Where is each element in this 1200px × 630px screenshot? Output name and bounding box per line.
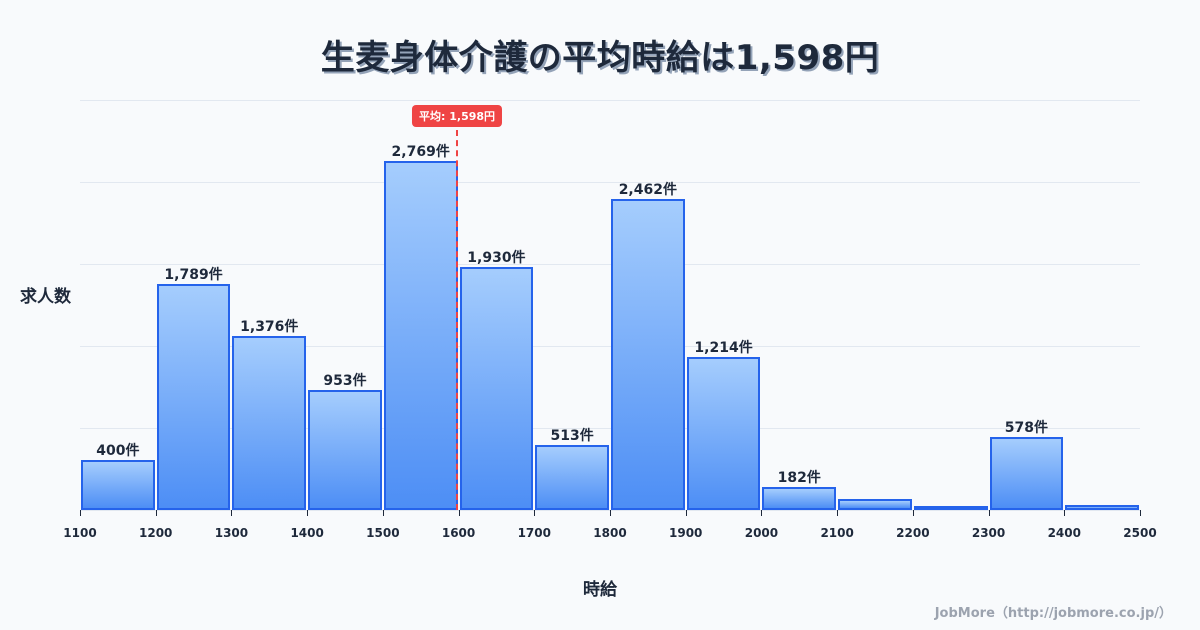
x-tick-label: 1200 xyxy=(139,526,173,540)
x-tick-label: 1500 xyxy=(366,526,400,540)
gridline xyxy=(80,346,1140,347)
gridline xyxy=(80,100,1140,101)
x-tick xyxy=(912,510,914,516)
x-axis: 1100 1200 1300 1400 1500 1600 1700 1800 1900 2000… xyxy=(63,510,1157,540)
bar-value-label: 182件 xyxy=(777,470,821,487)
bar-value-label: 2,462件 xyxy=(618,182,677,199)
chart-title: 生麦身体介護の平均時給は1,598円 xyxy=(320,38,880,78)
histogram-bar xyxy=(1065,504,1139,510)
histogram-bar xyxy=(308,389,382,510)
plot-area: 400件 1,789件 1,376件 953件 2,769件 1,930件 513件 2,46… xyxy=(80,100,1140,511)
x-tick xyxy=(80,510,81,516)
x-tick xyxy=(988,510,990,516)
x-tick-label: 1300 xyxy=(214,526,249,540)
x-tick-label: 1700 xyxy=(517,526,551,540)
x-tick xyxy=(231,510,233,516)
bar-value-label: 1,930件 xyxy=(467,249,526,266)
x-tick xyxy=(761,510,763,516)
x-tick-label: 2400 xyxy=(1047,526,1081,540)
histogram-bar xyxy=(762,487,837,510)
bar-value-label: 953件 xyxy=(323,372,367,389)
x-tick xyxy=(1064,510,1066,516)
x-tick xyxy=(534,510,536,516)
x-tick xyxy=(685,510,687,516)
gridline xyxy=(80,182,1140,183)
histogram-bar xyxy=(81,459,155,510)
histogram-bar xyxy=(611,199,685,510)
mean-line xyxy=(456,130,459,510)
x-tick xyxy=(1140,510,1141,516)
x-tick xyxy=(155,510,157,516)
histogram-bar xyxy=(459,266,534,510)
credit-text: JobMore（http://jobmore.co.jp/） xyxy=(934,606,1172,621)
mean-badge: 平均: 1,598円 xyxy=(412,105,503,127)
bar-value-label: 1,789件 xyxy=(164,267,223,284)
x-axis-label: 時給 xyxy=(583,580,617,600)
bar-value-label: 578件 xyxy=(1004,420,1049,437)
histogram-bar xyxy=(838,498,912,510)
x-tick xyxy=(307,510,309,516)
histogram-bar xyxy=(383,160,458,510)
bar-value-label: 400件 xyxy=(96,442,140,459)
x-tick-label: 1600 xyxy=(441,526,476,540)
x-tick-label: 2200 xyxy=(896,526,930,540)
histogram-bar xyxy=(913,506,988,510)
x-tick-label: 2100 xyxy=(820,526,854,540)
y-axis-label: 求人数 xyxy=(20,287,71,307)
x-tick xyxy=(837,510,839,516)
x-tick-label: 2300 xyxy=(971,526,1006,540)
x-tick-label: 1900 xyxy=(669,526,703,540)
histogram-bar xyxy=(232,336,307,510)
bar-value-label: 513件 xyxy=(550,428,594,445)
bar-value-label: 2,769件 xyxy=(391,143,450,160)
gridline xyxy=(80,264,1140,265)
x-tick xyxy=(610,510,611,516)
x-tick-label: 1400 xyxy=(290,526,324,540)
x-tick xyxy=(382,510,384,516)
gridline xyxy=(80,428,1140,429)
x-tick-label: 2500 xyxy=(1123,526,1157,540)
x-tick-label: 1800 xyxy=(593,526,627,540)
histogram-bar xyxy=(535,445,609,510)
histogram-bar xyxy=(156,284,231,510)
x-tick-label: 2000 xyxy=(744,526,779,540)
histogram-bar xyxy=(989,437,1064,510)
bar-value-label: 1,214件 xyxy=(694,339,753,356)
histogram-bar xyxy=(686,356,761,510)
x-tick-label: 1100 xyxy=(63,526,97,540)
x-tick xyxy=(458,510,460,516)
bar-value-label: 1,376件 xyxy=(240,319,299,336)
